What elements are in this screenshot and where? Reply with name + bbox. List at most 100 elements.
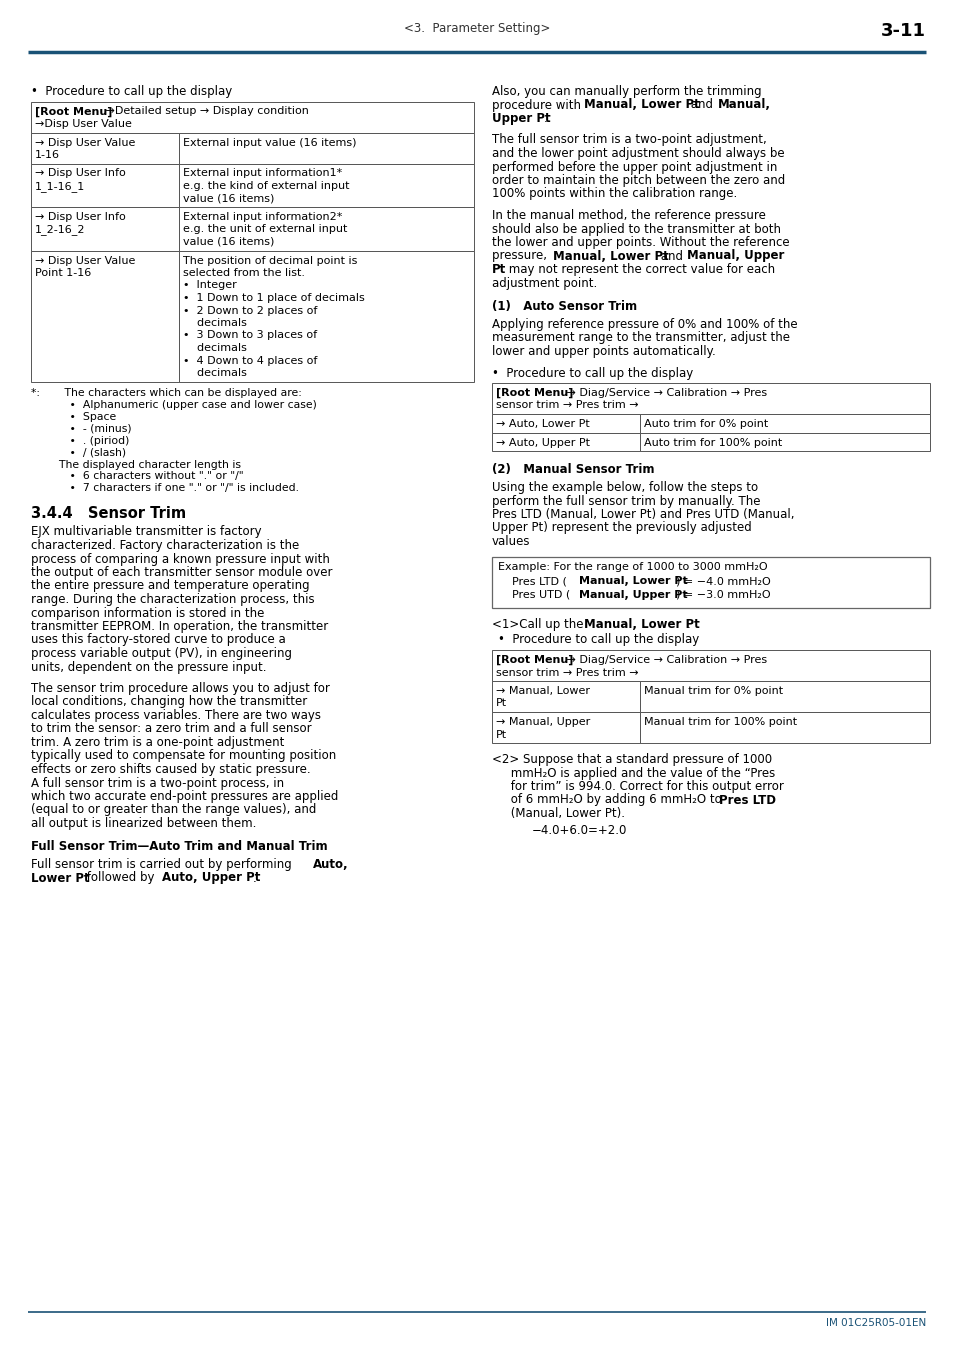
Text: Upper Pt) represent the previously adjusted: Upper Pt) represent the previously adjus… (492, 521, 751, 535)
Text: Manual, Upper: Manual, Upper (686, 250, 783, 262)
Text: Pres UTD (: Pres UTD ( (497, 590, 570, 599)
Text: 1-16: 1-16 (35, 150, 60, 161)
Text: process of comparing a known pressure input with: process of comparing a known pressure in… (30, 552, 330, 566)
Text: all output is linearized between them.: all output is linearized between them. (30, 817, 256, 830)
Text: characterized. Factory characterization is the: characterized. Factory characterization … (30, 539, 299, 552)
Text: External input information1*: External input information1* (183, 169, 342, 178)
Text: (Manual, Lower Pt).: (Manual, Lower Pt). (492, 807, 624, 819)
Text: Example: For the range of 1000 to 3000 mmH₂O: Example: For the range of 1000 to 3000 m… (497, 563, 767, 572)
Text: Manual, Lower Pt: Manual, Lower Pt (583, 99, 700, 112)
Text: Also, you can manually perform the trimming: Also, you can manually perform the trimm… (492, 85, 760, 99)
Text: value (16 items): value (16 items) (183, 193, 274, 204)
Text: selected from the list.: selected from the list. (183, 269, 305, 278)
Text: comparison information is stored in the: comparison information is stored in the (30, 606, 264, 620)
Text: → Diag/Service → Calibration → Pres: → Diag/Service → Calibration → Pres (562, 387, 766, 398)
Text: → Disp User Info: → Disp User Info (35, 212, 126, 221)
Text: the entire pressure and temperature operating: the entire pressure and temperature oper… (30, 579, 310, 593)
Text: [Root Menu]: [Root Menu] (496, 387, 573, 398)
Text: The sensor trim procedure allows you to adjust for: The sensor trim procedure allows you to … (30, 682, 330, 695)
Text: (equal to or greater than the range values), and: (equal to or greater than the range valu… (30, 803, 316, 817)
Bar (179, 207, 474, 251)
Text: local conditions, changing how the transmitter: local conditions, changing how the trans… (30, 695, 307, 709)
Text: range. During the characterization process, this: range. During the characterization proce… (30, 593, 314, 606)
Bar (179, 132, 474, 163)
Bar (492, 414, 639, 432)
Text: •  2 Down to 2 places of: • 2 Down to 2 places of (183, 305, 317, 316)
Text: ) = −3.0 mmH₂O: ) = −3.0 mmH₂O (676, 590, 770, 599)
Text: Manual, Lower Pt: Manual, Lower Pt (553, 250, 668, 262)
Text: •  Procedure to call up the display: • Procedure to call up the display (497, 633, 699, 647)
Text: decimals: decimals (183, 319, 247, 328)
Bar (179, 251, 474, 382)
Text: EJX multivariable transmitter is factory: EJX multivariable transmitter is factory (30, 525, 261, 539)
Text: .: . (543, 112, 547, 126)
Text: •  6 characters without "." or "/": • 6 characters without "." or "/" (30, 471, 243, 482)
Text: → Manual, Lower: → Manual, Lower (496, 686, 589, 697)
Bar (639, 414, 929, 432)
Bar (639, 680, 929, 711)
Bar (492, 556, 929, 608)
Text: −4.0+6.0=+2.0: −4.0+6.0=+2.0 (532, 825, 627, 837)
Text: [Root Menu]: [Root Menu] (496, 655, 573, 666)
Text: → Auto, Lower Pt: → Auto, Lower Pt (496, 418, 589, 429)
Text: 3.4.4   Sensor Trim: 3.4.4 Sensor Trim (30, 505, 186, 521)
Text: Manual,: Manual, (718, 99, 770, 112)
Text: Pt: Pt (496, 729, 507, 740)
Text: Manual trim for 100% point: Manual trim for 100% point (643, 717, 797, 728)
Bar (179, 163, 474, 207)
Bar (30, 163, 179, 207)
Text: transmitter EEPROM. In operation, the transmitter: transmitter EEPROM. In operation, the tr… (30, 620, 328, 633)
Text: → Diag/Service → Calibration → Pres: → Diag/Service → Calibration → Pres (562, 655, 766, 666)
Bar (30, 207, 179, 251)
Text: e.g. the unit of external input: e.g. the unit of external input (183, 224, 347, 235)
Text: uses this factory-stored curve to produce a: uses this factory-stored curve to produc… (30, 633, 286, 647)
Text: •  7 characters if one "." or "/" is included.: • 7 characters if one "." or "/" is incl… (30, 483, 298, 494)
Text: The displayed character length is: The displayed character length is (30, 459, 241, 470)
Text: Full Sensor Trim—Auto Trim and Manual Trim: Full Sensor Trim—Auto Trim and Manual Tr… (30, 841, 327, 853)
Bar (492, 711, 639, 743)
Text: In the manual method, the reference pressure: In the manual method, the reference pres… (492, 209, 765, 221)
Text: Pt: Pt (496, 698, 507, 709)
Bar (639, 432, 929, 451)
Text: Pres LTD (: Pres LTD ( (497, 576, 566, 586)
Text: Manual, Lower Pt: Manual, Lower Pt (578, 576, 687, 586)
Text: the output of each transmitter sensor module over: the output of each transmitter sensor mo… (30, 566, 333, 579)
Bar (492, 383, 929, 414)
Text: Auto,: Auto, (313, 859, 349, 871)
Text: •  - (minus): • - (minus) (30, 424, 132, 433)
Text: Full sensor trim is carried out by performing: Full sensor trim is carried out by perfo… (30, 859, 295, 871)
Text: The position of decimal point is: The position of decimal point is (183, 255, 357, 266)
Text: (2)   Manual Sensor Trim: (2) Manual Sensor Trim (492, 463, 654, 477)
Text: value (16 items): value (16 items) (183, 238, 274, 247)
Text: Pt: Pt (492, 263, 506, 275)
Text: and: and (686, 99, 717, 112)
Text: →Disp User Value: →Disp User Value (35, 119, 132, 130)
Text: decimals: decimals (183, 369, 247, 378)
Text: → Manual, Upper: → Manual, Upper (496, 717, 590, 728)
Text: and the lower point adjustment should always be: and the lower point adjustment should al… (492, 147, 783, 161)
Text: Auto, Upper Pt: Auto, Upper Pt (162, 872, 260, 884)
Text: .: . (253, 872, 256, 884)
Text: <3.  Parameter Setting>: <3. Parameter Setting> (403, 22, 550, 35)
Text: perform the full sensor trim by manually. The: perform the full sensor trim by manually… (492, 494, 760, 508)
Text: [Root Menu]: [Root Menu] (35, 107, 112, 116)
Text: → Disp User Value: → Disp User Value (35, 138, 135, 147)
Text: mmH₂O is applied and the value of the “Pres: mmH₂O is applied and the value of the “P… (492, 767, 775, 779)
Text: sensor trim → Pres trim →: sensor trim → Pres trim → (496, 401, 638, 410)
Text: Manual, Lower Pt: Manual, Lower Pt (583, 618, 700, 630)
Text: The full sensor trim is a two-point adjustment,: The full sensor trim is a two-point adju… (492, 134, 766, 147)
Text: → Disp User Info: → Disp User Info (35, 169, 126, 178)
Text: values: values (492, 535, 530, 548)
Text: •  Procedure to call up the display: • Procedure to call up the display (30, 85, 232, 99)
Bar (30, 101, 474, 132)
Bar (30, 132, 179, 163)
Text: .: . (686, 618, 690, 630)
Text: •  1 Down to 1 place of decimals: • 1 Down to 1 place of decimals (183, 293, 364, 302)
Text: Pres LTD (Manual, Lower Pt) and Pres UTD (Manual,: Pres LTD (Manual, Lower Pt) and Pres UTD… (492, 508, 794, 521)
Text: Auto trim for 0% point: Auto trim for 0% point (643, 418, 767, 429)
Text: 1_1-16_1: 1_1-16_1 (35, 181, 85, 192)
Text: → Disp User Value: → Disp User Value (35, 255, 135, 266)
Text: pressure,: pressure, (492, 250, 550, 262)
Text: •  Alphanumeric (upper case and lower case): • Alphanumeric (upper case and lower cas… (30, 400, 316, 409)
Text: Manual, Upper Pt: Manual, Upper Pt (578, 590, 687, 599)
